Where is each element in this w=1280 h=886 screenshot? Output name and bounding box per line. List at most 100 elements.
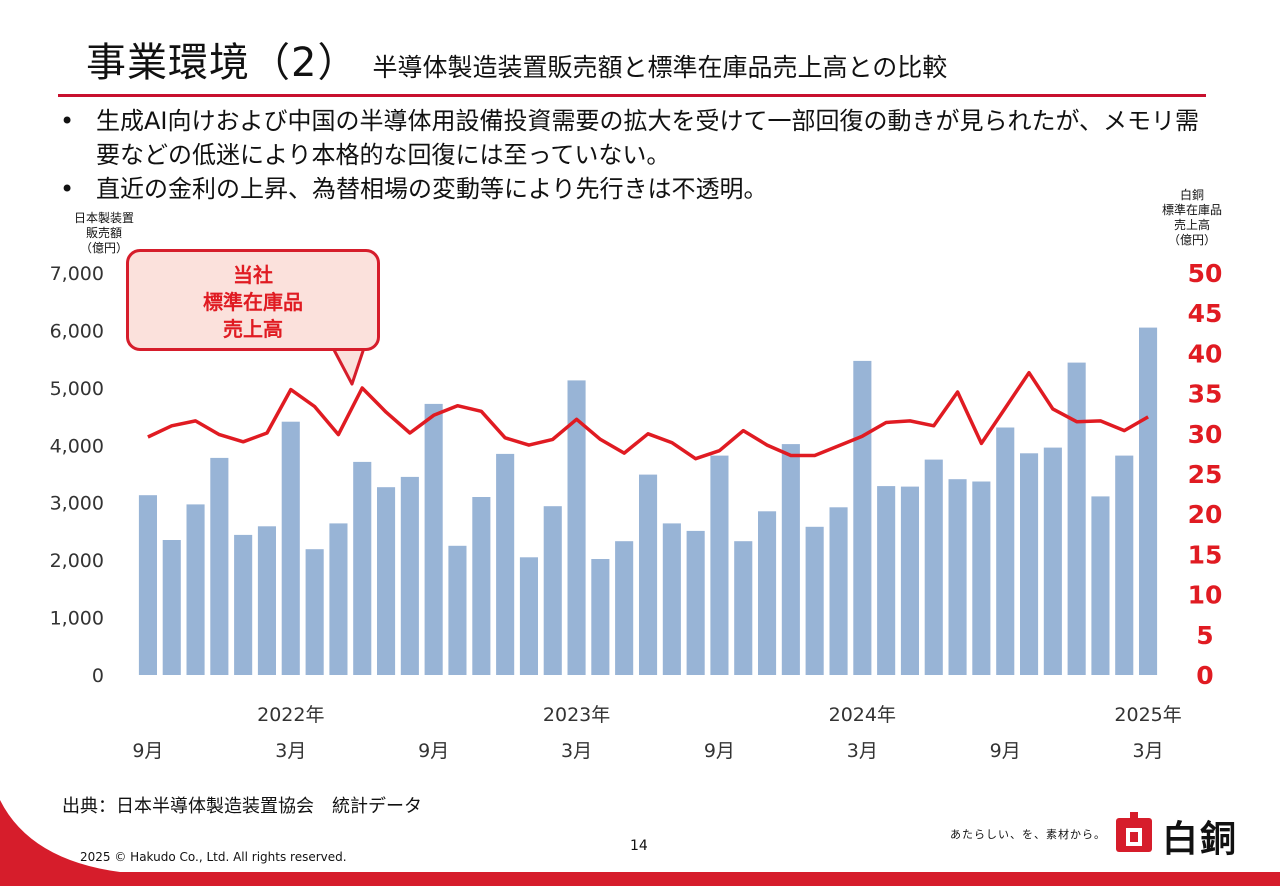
chart-bar [924, 459, 943, 675]
bullet-dot-icon: • [60, 107, 75, 135]
chart-bar [948, 479, 967, 675]
source-note: 出典：日本半導体製造装置協会 統計データ [62, 796, 422, 817]
bullet-item-2: • 直近の金利の上昇、為替相場の変動等により先行きは不透明。 [60, 172, 1220, 206]
y-axis-right-label-line: 標準在庫品 [1161, 203, 1222, 217]
callout-text: 当社 標準在庫品 売上高 [129, 262, 377, 343]
chart-bar [305, 549, 324, 675]
y-right-tick-label: 35 [1188, 380, 1223, 409]
y-right-tick-label: 10 [1188, 581, 1223, 610]
x-year-label: 2023年 [543, 704, 610, 726]
chart-bar [710, 455, 729, 675]
chart-bar [567, 380, 586, 675]
chart-bar [186, 504, 205, 675]
y-left-tick-label: 4,000 [50, 435, 104, 457]
chart-bar [1115, 455, 1134, 675]
chart-bar [519, 557, 538, 675]
y-right-tick-label: 30 [1188, 420, 1223, 449]
chart-bar [615, 541, 634, 675]
x-month-label: 3月 [561, 740, 592, 762]
y-left-tick-label: 2,000 [50, 550, 104, 572]
y-left-tick-label: 1,000 [50, 608, 104, 630]
callout-line: 標準在庫品 [203, 290, 303, 314]
chart-bar [853, 360, 872, 675]
x-year-label: 2024年 [829, 704, 896, 726]
x-year-label: 2022年 [257, 704, 324, 726]
x-month-label: 9月 [990, 740, 1021, 762]
chart-bar [448, 545, 467, 675]
chart-bar [591, 559, 610, 675]
y-right-tick-label: 40 [1188, 339, 1223, 368]
y-right-tick-label: 50 [1188, 259, 1223, 288]
brand-name: 白銅 [1162, 819, 1239, 860]
company-logo-icon [1116, 812, 1152, 852]
y-left-tick-label: 7,000 [50, 263, 104, 285]
y-left-tick-label: 3,000 [50, 493, 104, 515]
x-month-label: 3月 [1133, 740, 1164, 762]
chart-bar [1139, 327, 1158, 675]
x-month-label: 9月 [132, 740, 163, 762]
y-axis-right-label-line: 白銅 [1179, 188, 1204, 202]
chart-bar [377, 487, 396, 675]
page-title: 事業環境（2） 半導体製造装置販売額と標準在庫品売上高との比較 [86, 30, 947, 88]
chart-bar [329, 523, 348, 675]
chart-line-series [147, 370, 1149, 461]
y-right-tick-label: 5 [1196, 621, 1213, 650]
y-axis-right-label-line: （億円） [1167, 233, 1216, 247]
chart-bar [424, 403, 443, 675]
chart-bar [996, 427, 1015, 675]
chart-bar [639, 474, 658, 675]
y-right-tick-label: 20 [1188, 500, 1223, 529]
bullet-item-1: • 生成AI向けおよび中国の半導体用設備投資需要の拡大を受けて一部回復の動きが見… [60, 104, 1220, 172]
y-axis-right-label: 白銅 標準在庫品 売上高 （億円） [1150, 188, 1234, 248]
chart-bar [543, 506, 562, 675]
chart-bar [877, 486, 896, 675]
chart-bar [662, 523, 681, 675]
x-year-label: 2025年 [1114, 704, 1181, 726]
tagline: あたらしい、を、素材から。 [950, 828, 1106, 841]
y-right-tick-label: 15 [1188, 540, 1223, 569]
chart-bar [734, 541, 753, 675]
y-right-tick-label: 45 [1188, 299, 1223, 328]
chart-bar [758, 511, 777, 675]
y-right-tick-label: 0 [1196, 661, 1213, 690]
copyright: 2025 © Hakudo Co., Ltd. All rights reser… [80, 850, 347, 864]
chart-bar [496, 453, 515, 675]
bullet-dot-icon: • [60, 175, 75, 203]
title-main: 事業環境（2） [86, 40, 359, 86]
x-month-label: 9月 [704, 740, 735, 762]
chart-bar [257, 526, 276, 675]
chart-bar [1067, 362, 1086, 675]
y-right-tick-label: 25 [1188, 460, 1223, 489]
chart-bar [472, 497, 491, 675]
y-axis-left-label-line: （億円） [79, 241, 128, 255]
chart-bar [805, 526, 824, 675]
bullet-list: • 生成AI向けおよび中国の半導体用設備投資需要の拡大を受けて一部回復の動きが見… [60, 104, 1220, 206]
chart-bar [281, 421, 300, 675]
y-axis-right-label-line: 売上高 [1173, 218, 1210, 232]
chart-bar [162, 540, 181, 675]
chart-bar [234, 534, 253, 675]
chart-bar [210, 457, 229, 675]
y-axis-left-label: 日本製装置 販売額 （億円） [62, 211, 146, 256]
title-divider [58, 94, 1206, 97]
y-axis-left-label-line: 日本製装置 [73, 211, 134, 225]
callout-line: 当社 [233, 263, 273, 287]
chart-bar [138, 495, 157, 675]
y-axis-left-label-line: 販売額 [85, 226, 122, 240]
callout-pointer [331, 346, 366, 386]
chart-bar [686, 530, 705, 675]
bullet-text-2: 直近の金利の上昇、為替相場の変動等により先行きは不透明。 [96, 175, 768, 203]
x-month-label: 9月 [418, 740, 449, 762]
title-sub: 半導体製造装置販売額と標準在庫品売上高との比較 [372, 53, 948, 82]
chart-bar [1091, 496, 1110, 675]
chart-bar [353, 461, 372, 675]
chart-bar [400, 476, 419, 675]
footer-bar [0, 872, 1280, 886]
page-number: 14 [630, 838, 648, 854]
y-left-tick-label: 0 [92, 665, 104, 687]
x-month-label: 3月 [847, 740, 878, 762]
chart-bar [900, 486, 919, 675]
chart-bar [972, 481, 991, 675]
x-month-label: 3月 [275, 740, 306, 762]
